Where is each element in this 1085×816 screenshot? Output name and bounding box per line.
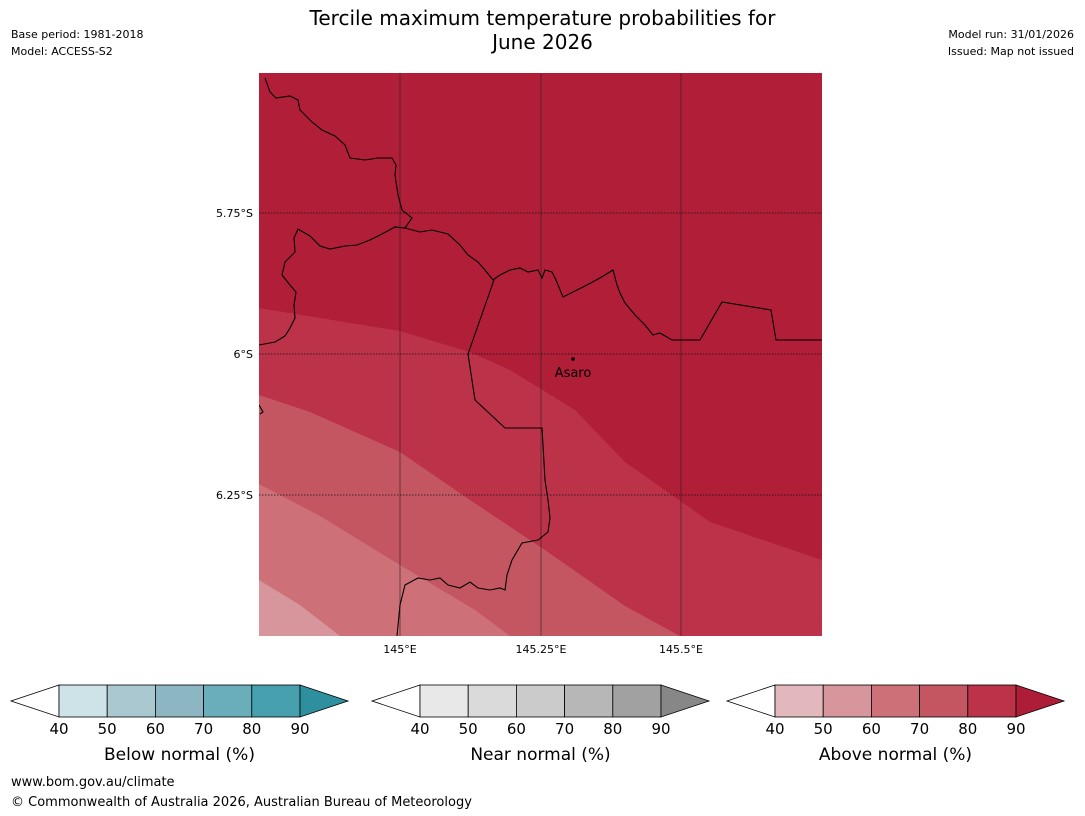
legend-below-upper-extension bbox=[299, 684, 350, 718]
legend-above-tick: 60 bbox=[861, 720, 881, 738]
base-period: Base period: 1981-2018 bbox=[11, 28, 144, 41]
legend-below-label: Below normal (%) bbox=[104, 745, 255, 765]
legend-below-lower-extension bbox=[9, 684, 60, 718]
boundary-south bbox=[396, 279, 551, 636]
lat-label-5-75: 5.75°S bbox=[216, 207, 253, 220]
legend-near-tick: 60 bbox=[506, 720, 526, 738]
legend-above-segment bbox=[919, 684, 969, 718]
boundaries bbox=[259, 77, 822, 636]
band-60 bbox=[259, 484, 510, 636]
legend-near-tick: 80 bbox=[603, 720, 623, 738]
legend-near-label: Near normal (%) bbox=[470, 745, 611, 765]
legend-below-tick: 50 bbox=[97, 720, 117, 738]
legend-below-tick: 70 bbox=[194, 720, 214, 738]
lat-label-6-25: 6.25°S bbox=[216, 489, 253, 502]
lon-label-145-5: 145.5°E bbox=[659, 643, 703, 656]
legend-near-segment bbox=[419, 684, 469, 718]
legend-near-upper-extension bbox=[660, 684, 711, 718]
asaro-marker bbox=[571, 357, 575, 361]
boundary-middle bbox=[404, 227, 822, 341]
legend-above-tick: 80 bbox=[958, 720, 978, 738]
boundary-north bbox=[259, 77, 413, 346]
legend-near-tick: 90 bbox=[651, 720, 671, 738]
model-name: Model: ACCESS-S2 bbox=[11, 45, 113, 58]
legend-below-tick: 40 bbox=[49, 720, 69, 738]
lon-label-145-25: 145.25°E bbox=[516, 643, 567, 656]
legend-below-segment bbox=[251, 684, 301, 718]
model-run: Model run: 31/01/2026 bbox=[948, 28, 1074, 41]
legend-near-segment bbox=[516, 684, 566, 718]
legend-above-tick: 90 bbox=[1006, 720, 1026, 738]
legend-above-segment bbox=[822, 684, 872, 718]
legend-below-tick: 60 bbox=[145, 720, 165, 738]
boundary-fragment bbox=[259, 404, 264, 415]
legend-below-tick: 80 bbox=[242, 720, 262, 738]
meta-left: Base period: 1981-2018 Model: ACCESS-S2 bbox=[11, 26, 143, 60]
legend-near-normal bbox=[370, 684, 711, 718]
legend-near-segment bbox=[612, 684, 662, 718]
legend-above-segment bbox=[871, 684, 921, 718]
lat-label-6: 6°S bbox=[234, 348, 253, 361]
map-title: Tercile maximum temperature probabilitie… bbox=[200, 6, 885, 54]
legend-below-segment bbox=[106, 684, 156, 718]
legend-near-segment bbox=[564, 684, 614, 718]
legend-above-lower-extension bbox=[725, 684, 776, 718]
legend-above-segment bbox=[774, 684, 824, 718]
legend-above-tick: 40 bbox=[765, 720, 785, 738]
meridians bbox=[399, 73, 682, 636]
legend-near-lower-extension bbox=[370, 684, 421, 718]
footer-copyright: © Commonwealth of Australia 2026, Austra… bbox=[11, 795, 472, 810]
legend-below-segment bbox=[58, 684, 108, 718]
legend-above-segment bbox=[967, 684, 1017, 718]
parallels bbox=[259, 212, 822, 496]
legend-above-normal bbox=[725, 684, 1066, 718]
legend-above-upper-extension bbox=[1015, 684, 1066, 718]
legend-near-tick: 70 bbox=[555, 720, 575, 738]
legend-below-normal bbox=[9, 684, 350, 718]
issued-status: Issued: Map not issued bbox=[947, 45, 1074, 58]
legend-below-segment bbox=[154, 684, 204, 718]
legend-above-tick: 70 bbox=[910, 720, 930, 738]
lon-label-145: 145°E bbox=[383, 643, 416, 656]
footer-url[interactable]: www.bom.gov.au/climate bbox=[11, 775, 175, 790]
legend-below-segment bbox=[203, 684, 253, 718]
band-50 bbox=[259, 580, 340, 636]
map-plot-area: Asaro bbox=[259, 73, 822, 636]
meta-right: Model run: 31/01/2026 Issued: Map not is… bbox=[948, 26, 1074, 60]
legend-near-segment bbox=[467, 684, 517, 718]
title-line-2: June 2026 bbox=[492, 30, 593, 54]
legend-near-tick: 40 bbox=[410, 720, 430, 738]
legend-near-tick: 50 bbox=[458, 720, 478, 738]
legend-above-label: Above normal (%) bbox=[818, 745, 973, 765]
legend-below-tick: 90 bbox=[290, 720, 310, 738]
place-label: Asaro bbox=[555, 366, 592, 381]
title-line-1: Tercile maximum temperature probabilitie… bbox=[309, 6, 776, 30]
legend-above-tick: 50 bbox=[813, 720, 833, 738]
